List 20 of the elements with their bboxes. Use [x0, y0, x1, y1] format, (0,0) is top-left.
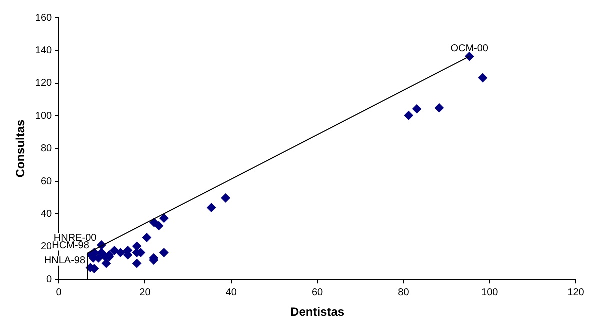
y-tick-label: 60 [40, 176, 53, 188]
y-tick-label: 160 [35, 12, 53, 24]
y-tick-label: 0 [46, 274, 53, 286]
y-axis-title: Consultas [14, 119, 28, 178]
annotation: OCM-00 [450, 43, 489, 54]
x-tick-label: 0 [56, 287, 62, 298]
x-tick-label: 100 [482, 287, 499, 298]
y-tick-label: 20 [40, 242, 53, 253]
y-tick-label: 80 [40, 144, 53, 155]
x-tick-label: 20 [140, 287, 152, 298]
x-tick-label: 40 [226, 287, 238, 298]
annotation: HNLA-98 [44, 256, 86, 267]
y-tick-label: 140 [35, 45, 53, 56]
x-tick-label: 120 [568, 287, 585, 298]
y-tick-label: 100 [35, 110, 53, 122]
y-tick-label: 40 [40, 208, 53, 220]
x-axis-title: Dentistas [290, 305, 345, 320]
x-tick-label: 80 [398, 287, 410, 298]
x-tick-label: 60 [312, 287, 324, 298]
y-tick-label: 120 [35, 78, 53, 90]
